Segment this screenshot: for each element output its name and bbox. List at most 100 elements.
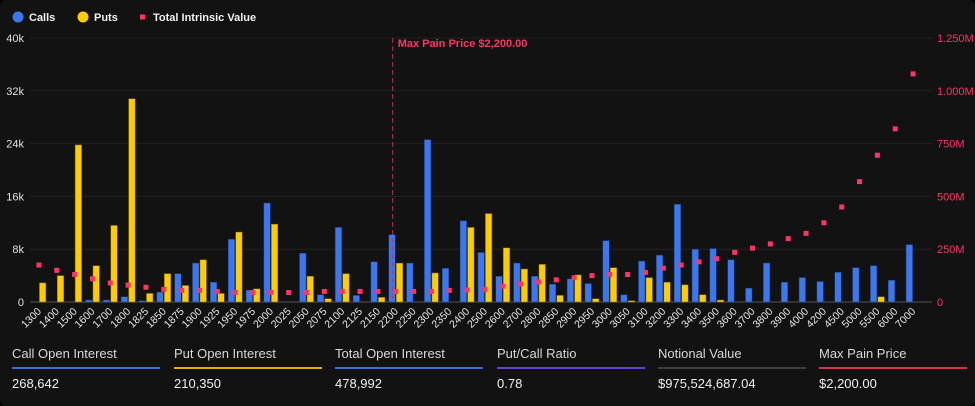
call-bar xyxy=(887,279,895,303)
stat-value: 478,992 xyxy=(335,376,382,391)
call-bar xyxy=(156,291,164,303)
put-bar xyxy=(324,298,332,303)
legend-swatch-icon xyxy=(12,11,24,23)
put-bar xyxy=(645,277,653,303)
tiv-point xyxy=(750,245,756,251)
call-bar xyxy=(870,265,878,303)
tiv-point xyxy=(732,249,738,255)
tiv-point xyxy=(892,126,898,132)
call-bar xyxy=(120,296,128,303)
put-bar xyxy=(681,284,689,303)
stat-put-open-interest: Put Open Interest 210,350 xyxy=(174,346,322,391)
put-bar xyxy=(877,296,885,303)
call-bar xyxy=(388,234,396,303)
put-bar xyxy=(235,231,243,303)
stat-underline xyxy=(174,367,322,369)
call-bar xyxy=(317,294,325,303)
call-bar xyxy=(406,262,414,303)
put-bar xyxy=(717,299,725,303)
right-tick-label: 1.250M xyxy=(937,33,974,45)
legend-swatch-icon xyxy=(140,14,145,20)
put-bar xyxy=(342,273,350,303)
stat-notional-value: Notional Value $975,524,687.04 xyxy=(658,346,806,391)
call-bar xyxy=(227,239,235,303)
open-interest-chart: 0 8k 16k 24k 32k 40k 0 250M 500M 750M 1.000M 1.250M… xyxy=(6,11,974,331)
tiv-point xyxy=(857,179,863,185)
tiv-point xyxy=(143,284,149,290)
call-bar xyxy=(459,220,467,303)
call-bar xyxy=(602,240,610,303)
put-bar xyxy=(431,272,439,303)
tiv-point xyxy=(678,262,684,268)
legend-item-0[interactable]: Calls xyxy=(12,11,56,25)
put-bar xyxy=(74,144,82,303)
tiv-point xyxy=(839,204,845,210)
call-bar xyxy=(638,260,646,303)
stat-label: Put/Call Ratio xyxy=(497,346,577,361)
tiv-point xyxy=(196,287,202,293)
tiv-point xyxy=(393,288,399,294)
legend-item-2[interactable]: Total Intrinsic Value xyxy=(140,12,256,24)
put-bar xyxy=(556,295,564,303)
tiv-point xyxy=(589,273,595,279)
legend-label: Total Intrinsic Value xyxy=(153,12,256,24)
stat-put-call-ratio: Put/Call Ratio 0.78 xyxy=(497,346,645,391)
call-bar xyxy=(441,268,449,303)
right-tick-label: 250M xyxy=(937,244,965,256)
call-bar xyxy=(263,202,271,303)
legend-label: Calls xyxy=(29,12,55,24)
tiv-point xyxy=(428,288,434,294)
call-bar xyxy=(709,248,717,303)
put-bar xyxy=(592,298,600,303)
tiv-point xyxy=(803,230,809,236)
put-bar xyxy=(699,294,707,303)
call-bar xyxy=(549,283,557,303)
put-bar xyxy=(395,262,403,303)
legend-item-1[interactable]: Puts xyxy=(77,11,118,25)
stat-underline xyxy=(12,367,160,369)
call-bar xyxy=(566,278,574,303)
call-bar xyxy=(85,299,93,303)
put-bar xyxy=(110,225,118,303)
tiv-point xyxy=(821,220,827,226)
put-bar xyxy=(253,288,261,303)
tiv-point xyxy=(535,279,541,285)
tiv-point xyxy=(446,287,452,293)
tiv-point xyxy=(785,236,791,242)
stat-call-open-interest: Call Open Interest 268,642 xyxy=(12,346,160,391)
put-bar xyxy=(306,276,314,303)
tiv-point xyxy=(660,265,666,271)
left-tick-label: 32k xyxy=(6,86,24,98)
put-bar xyxy=(485,213,493,303)
call-bar xyxy=(103,299,111,303)
left-tick-label: 16k xyxy=(6,191,24,203)
legend-label: Puts xyxy=(94,12,118,24)
put-bar xyxy=(467,227,475,303)
call-bar xyxy=(531,276,539,303)
call-bar xyxy=(192,262,200,303)
put-bar xyxy=(574,274,582,303)
tiv-point xyxy=(553,277,559,283)
stat-max-pain-price: Max Pain Price $2,200.00 xyxy=(819,346,967,391)
put-bar xyxy=(146,293,154,303)
stat-value: $2,200.00 xyxy=(819,376,877,391)
tiv-point xyxy=(375,288,381,294)
call-bar xyxy=(798,277,806,303)
call-bar xyxy=(905,244,913,303)
tiv-point xyxy=(464,287,470,293)
stat-label: Total Open Interest xyxy=(335,346,445,361)
tiv-point xyxy=(321,288,327,294)
stat-label: Call Open Interest xyxy=(12,346,117,361)
tiv-point xyxy=(36,262,42,268)
call-bar xyxy=(477,252,485,303)
stat-underline xyxy=(335,367,483,369)
put-bar xyxy=(39,282,47,303)
tiv-point xyxy=(214,288,220,294)
call-bar xyxy=(745,287,753,303)
right-tick-label: 750M xyxy=(937,139,965,151)
call-bar xyxy=(673,204,681,303)
tiv-point xyxy=(411,288,417,294)
stat-total-open-interest: Total Open Interest 478,992 xyxy=(335,346,483,391)
tiv-point xyxy=(518,281,524,287)
